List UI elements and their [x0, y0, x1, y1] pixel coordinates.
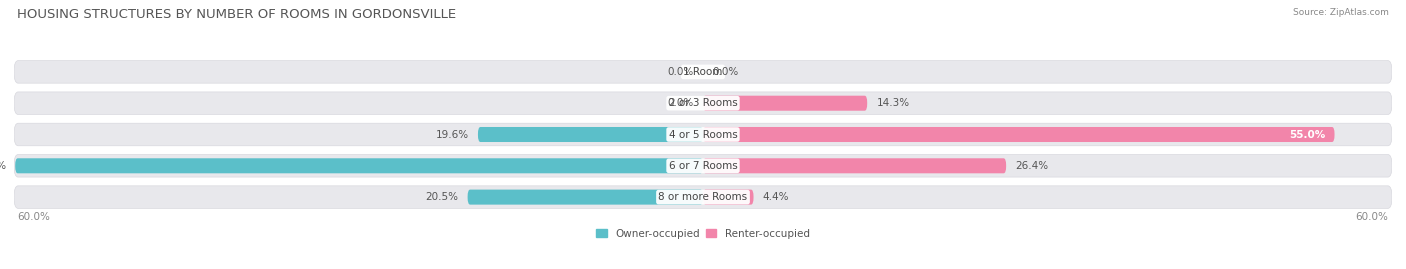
Text: 55.0%: 55.0%	[1289, 129, 1326, 140]
Text: 8 or more Rooms: 8 or more Rooms	[658, 192, 748, 202]
Text: 0.0%: 0.0%	[668, 98, 693, 108]
FancyBboxPatch shape	[478, 127, 703, 142]
FancyBboxPatch shape	[703, 96, 868, 111]
Text: Source: ZipAtlas.com: Source: ZipAtlas.com	[1294, 8, 1389, 17]
FancyBboxPatch shape	[14, 154, 1392, 177]
Text: 60.0%: 60.0%	[17, 211, 51, 221]
FancyBboxPatch shape	[14, 92, 1392, 115]
Text: 0.0%: 0.0%	[713, 67, 738, 77]
FancyBboxPatch shape	[14, 123, 1392, 146]
Text: 6 or 7 Rooms: 6 or 7 Rooms	[669, 161, 737, 171]
Text: 20.5%: 20.5%	[426, 192, 458, 202]
Text: 59.9%: 59.9%	[0, 161, 6, 171]
FancyBboxPatch shape	[703, 158, 1007, 173]
Text: 4 or 5 Rooms: 4 or 5 Rooms	[669, 129, 737, 140]
Text: 19.6%: 19.6%	[436, 129, 468, 140]
Text: 0.0%: 0.0%	[668, 67, 693, 77]
Text: 1 Room: 1 Room	[683, 67, 723, 77]
FancyBboxPatch shape	[468, 190, 703, 205]
FancyBboxPatch shape	[703, 127, 1334, 142]
Text: 4.4%: 4.4%	[762, 192, 789, 202]
FancyBboxPatch shape	[703, 190, 754, 205]
Text: HOUSING STRUCTURES BY NUMBER OF ROOMS IN GORDONSVILLE: HOUSING STRUCTURES BY NUMBER OF ROOMS IN…	[17, 8, 456, 21]
FancyBboxPatch shape	[14, 186, 1392, 208]
Text: 2 or 3 Rooms: 2 or 3 Rooms	[669, 98, 737, 108]
Legend: Owner-occupied, Renter-occupied: Owner-occupied, Renter-occupied	[592, 225, 814, 243]
Text: 14.3%: 14.3%	[876, 98, 910, 108]
Text: 60.0%: 60.0%	[1355, 211, 1389, 221]
FancyBboxPatch shape	[14, 61, 1392, 83]
FancyBboxPatch shape	[15, 158, 703, 173]
Text: 26.4%: 26.4%	[1015, 161, 1049, 171]
